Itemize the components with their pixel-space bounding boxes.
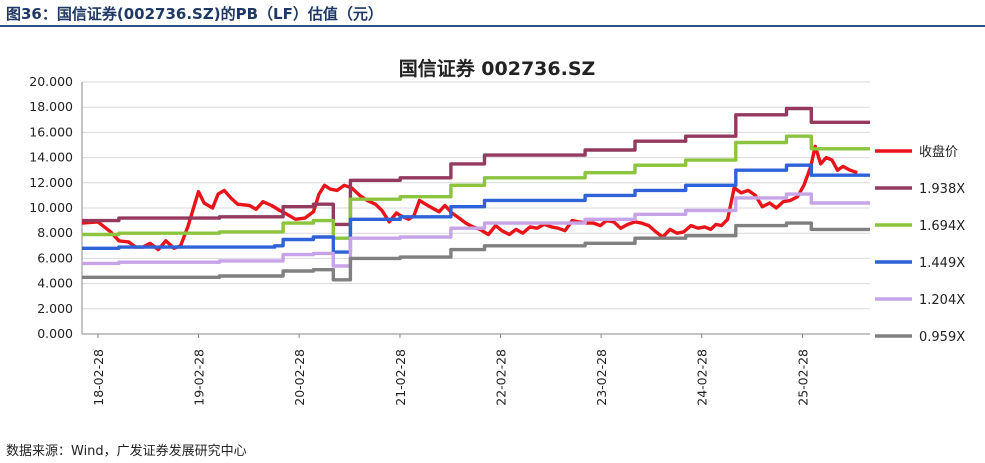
y-tick-label: 12.000: [29, 175, 73, 190]
figure-title: 图36：国信证券(002736.SZ)的PB（LF）估值（元）: [6, 5, 383, 23]
x-tick-label: 21-02-28: [393, 349, 408, 406]
legend-label-3: 1.694X: [919, 219, 965, 234]
x-tick-label: 18-02-28: [91, 349, 106, 406]
y-tick-label: 14.000: [29, 150, 73, 165]
y-axis-tick-labels: 0.000 2.000 4.000 6.000 8.000 10.000 12.000 14.…: [29, 74, 73, 341]
legend-label-6: 0.959X: [919, 330, 965, 345]
x-tick-label: 24-02-28: [695, 349, 710, 406]
series-line-2: [82, 106, 870, 227]
x-tick-label: 20-02-28: [292, 349, 307, 406]
pb-band-chart: 国信证券 002736.SZ 0.000 2.000 4.000 6.000 8.000…: [0, 30, 985, 435]
y-tick-label: 2.000: [37, 301, 73, 316]
y-tick-label: 20.000: [29, 74, 73, 89]
series-line-1: [81, 144, 858, 252]
series-line-5: [82, 192, 870, 268]
series-line-3: [82, 134, 870, 240]
x-tick-label: 22-02-28: [494, 349, 509, 406]
x-axis-tick-labels: 18-02-28 19-02-28 20-02-28 21-02-28 22-02-28…: [91, 349, 811, 406]
x-tick-label: 19-02-28: [192, 349, 207, 406]
y-tick-label: 6.000: [37, 250, 73, 265]
x-tick-label: 25-02-28: [795, 349, 810, 406]
gridlines: [81, 81, 870, 338]
y-tick-label: 4.000: [37, 276, 73, 291]
y-tick-label: 8.000: [37, 225, 73, 240]
chart-title: 国信证券 002736.SZ: [399, 57, 596, 80]
x-tick-label: 23-02-28: [594, 349, 609, 406]
legend-label-2: 1.938X: [919, 182, 965, 197]
header-divider: [0, 25, 985, 27]
y-tick-label: 10.000: [29, 200, 73, 215]
legend-label-1: 收盘价: [919, 144, 958, 160]
y-tick-label: 18.000: [29, 99, 73, 114]
figure-header: 图36：国信证券(002736.SZ)的PB（LF）估值（元）: [0, 0, 985, 27]
figure-source: 数据来源：Wind，广发证券发展研究中心: [6, 444, 247, 459]
series-line-4: [82, 163, 870, 254]
series-line-6: [82, 221, 870, 282]
y-tick-label: 16.000: [29, 124, 73, 139]
legend-label-5: 1.204X: [919, 293, 965, 308]
y-tick-label: 0.000: [37, 326, 73, 341]
legend: 收盘价 1.938X 1.694X 1.449X 1.204X 0.959X: [875, 144, 965, 345]
legend-label-4: 1.449X: [919, 256, 965, 271]
series-lines: [81, 106, 870, 282]
